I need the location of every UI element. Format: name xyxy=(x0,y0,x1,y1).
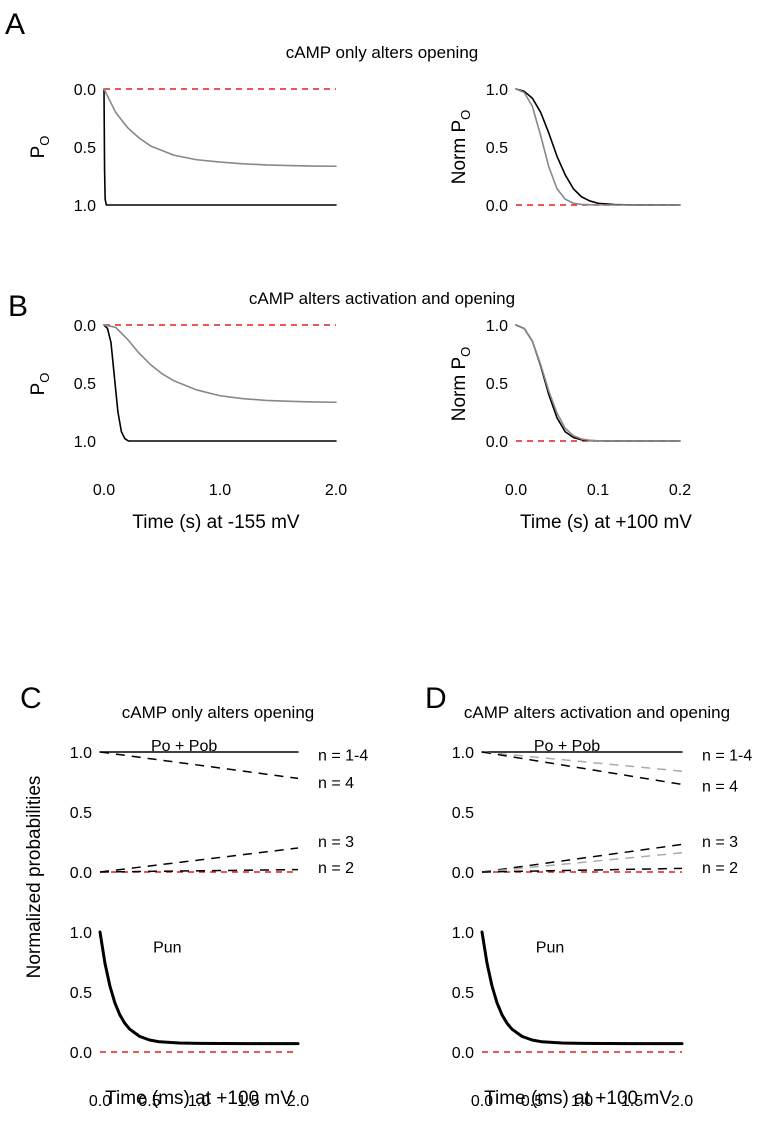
series-line-6 xyxy=(481,867,683,873)
plot-b-left: 0.0 0.5 1.0 0.0 1.0 2.0 xyxy=(74,318,347,499)
b-left-xlabel: Time (s) at -155 mV xyxy=(132,512,299,533)
series-line-2 xyxy=(515,324,681,442)
series-line-2 xyxy=(515,88,681,206)
x-tick-label: 1.0 xyxy=(571,1093,593,1110)
annotation-label: n = 3 xyxy=(318,834,354,851)
x-tick-label: 0.0 xyxy=(505,482,527,499)
x-tick-label: 0.0 xyxy=(471,1093,493,1110)
annotation-label: n = 1-4 xyxy=(702,747,752,764)
annotation-label: n = 2 xyxy=(318,860,354,877)
series-line-2 xyxy=(481,751,683,772)
y-tick-label: 1.0 xyxy=(70,745,92,762)
y-tick-label: 0.0 xyxy=(74,318,96,335)
x-tick-label: 0.1 xyxy=(587,482,609,499)
y-tick-label: 0.0 xyxy=(452,865,474,882)
panel-letter-c: C xyxy=(20,682,42,715)
series-line-2 xyxy=(103,88,337,168)
series-line-1 xyxy=(103,324,337,442)
y-tick-label: 1.0 xyxy=(486,82,508,99)
y-tick-label: 1.0 xyxy=(452,745,474,762)
c-xlabel: Time (ms) at +100 mV xyxy=(105,1088,293,1109)
series-line-1 xyxy=(103,88,337,206)
series-line-4 xyxy=(481,843,683,873)
y-tick-label: 0.5 xyxy=(452,985,474,1002)
x-tick-label: 1.0 xyxy=(188,1093,210,1110)
y-tick-label: 1.0 xyxy=(74,198,96,215)
y-tick-label: 0.0 xyxy=(486,198,508,215)
plot-a-right: 0.0 0.5 1.0 xyxy=(486,82,681,215)
series-line-2 xyxy=(103,324,337,404)
x-tick-label: 1.5 xyxy=(621,1093,643,1110)
panel-d-title: cAMP alters activation and opening xyxy=(464,703,730,722)
y-tick-label: 0.5 xyxy=(74,376,96,393)
b-right-ylabel: Norm PO xyxy=(449,347,473,422)
b-left-ylabel: PO xyxy=(28,373,52,396)
c-ylabel: Normalized probabilities xyxy=(24,776,45,979)
y-tick-label: 0.5 xyxy=(70,985,92,1002)
series-line-3 xyxy=(99,847,299,873)
x-tick-label: 2.0 xyxy=(325,482,347,499)
annotation-label: n = 4 xyxy=(318,775,354,792)
y-tick-label: 0.5 xyxy=(486,376,508,393)
y-tick-label: 0.0 xyxy=(74,82,96,99)
series-line-1 xyxy=(515,88,681,206)
y-tick-label: 0.5 xyxy=(452,805,474,822)
panel-letter-b: B xyxy=(8,290,28,323)
x-tick-label: 2.0 xyxy=(671,1093,693,1110)
x-tick-label: 0.5 xyxy=(521,1093,543,1110)
plot-d-bottom: 0.0 0.5 1.0 0.0 0.5 1.0 1.5 2.0 Pun xyxy=(452,925,693,1110)
x-tick-label: 0.0 xyxy=(93,482,115,499)
plot-c-bottom: 0.0 0.5 1.0 0.0 0.5 1.0 1.5 2.0 Pun xyxy=(70,925,309,1110)
y-tick-label: 1.0 xyxy=(70,925,92,942)
annotation-label: n = 4 xyxy=(702,779,738,796)
annotation-label: Pun xyxy=(536,939,564,956)
y-tick-label: 0.0 xyxy=(452,1045,474,1062)
annotation-label: Po + Pob xyxy=(534,738,600,755)
x-tick-label: 0.2 xyxy=(669,482,691,499)
y-tick-label: 0.0 xyxy=(70,1045,92,1062)
y-tick-label: 1.0 xyxy=(452,925,474,942)
annotation-label: n = 1-4 xyxy=(318,747,368,764)
x-tick-label: 1.5 xyxy=(237,1093,259,1110)
panel-b-title: cAMP alters activation and opening xyxy=(249,289,515,308)
plot-a-left: 0.0 0.5 1.0 xyxy=(74,82,337,215)
plot-d-top: 0.0 0.5 1.0 Po + Pob n = 1-4 n = 4 n = 3 n = 2 xyxy=(452,738,753,882)
d-xlabel: Time (ms) at +100 mV xyxy=(484,1088,672,1109)
panel-letter-d: D xyxy=(425,682,447,715)
series-line-1 xyxy=(98,930,300,1046)
panel-letter-a: A xyxy=(5,8,25,41)
y-tick-label: 0.0 xyxy=(486,434,508,451)
x-tick-label: 2.0 xyxy=(287,1093,309,1110)
annotation-label: n = 3 xyxy=(702,834,738,851)
series-line-4 xyxy=(99,868,299,873)
y-tick-label: 0.5 xyxy=(70,805,92,822)
y-tick-label: 0.5 xyxy=(74,140,96,157)
y-tick-label: 1.0 xyxy=(486,318,508,335)
panel-a-title: cAMP only alters opening xyxy=(286,43,478,62)
annotation-label: Pun xyxy=(153,939,181,956)
series-line-1 xyxy=(515,324,681,442)
a-left-ylabel: PO xyxy=(28,136,52,159)
y-tick-label: 0.0 xyxy=(70,865,92,882)
series-line-1 xyxy=(480,930,684,1046)
series-line-3 xyxy=(481,751,683,786)
x-tick-label: 0.5 xyxy=(138,1093,160,1110)
a-right-ylabel: Norm PO xyxy=(449,110,473,185)
plot-c-top: 0.0 0.5 1.0 Po + Pob n = 1-4 n = 4 n = 3 n = 2 xyxy=(70,738,369,882)
annotation-label: n = 2 xyxy=(702,860,738,877)
series-line-2 xyxy=(99,751,299,780)
x-tick-label: 1.0 xyxy=(209,482,231,499)
panel-c-title: cAMP only alters opening xyxy=(122,703,314,722)
plot-b-right: 0.0 0.5 1.0 0.0 0.1 0.2 xyxy=(486,318,691,499)
y-tick-label: 0.5 xyxy=(486,140,508,157)
b-right-xlabel: Time (s) at +100 mV xyxy=(520,512,692,533)
series-line-5 xyxy=(481,852,683,873)
x-tick-label: 0.0 xyxy=(89,1093,111,1110)
y-tick-label: 1.0 xyxy=(74,434,96,451)
annotation-label: Po + Pob xyxy=(151,738,217,755)
